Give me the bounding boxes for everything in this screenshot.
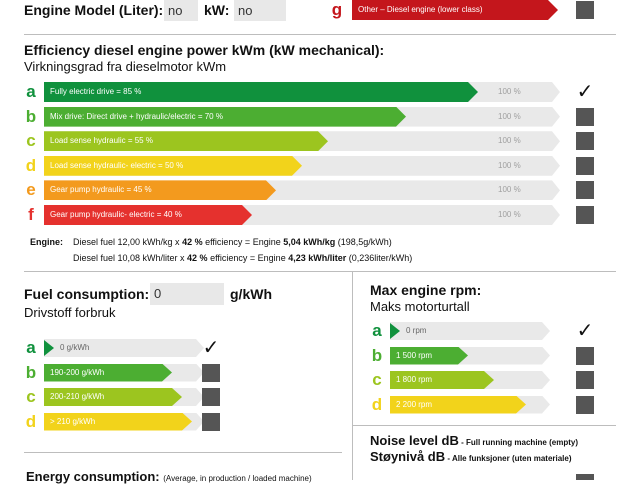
column-divider <box>352 272 353 480</box>
fuel-bar-b: 190-200 g/kWh <box>44 364 172 382</box>
divider <box>24 34 616 35</box>
rpm-track-a <box>390 322 550 340</box>
rpm-label-a: 0 rpm <box>406 326 427 335</box>
rating-letter-g: g <box>331 0 343 19</box>
rating-letter-e: e <box>26 180 36 200</box>
fuel-label-a: 0 g/kWh <box>60 343 90 352</box>
rating-bar-d: Load sense hydraulic- electric = 50 % <box>44 156 302 176</box>
fuel-consumption-field[interactable]: 0 <box>150 283 224 305</box>
kw-field[interactable]: no <box>234 0 286 21</box>
fuel-unit: g/kWh <box>230 286 272 302</box>
checkbox-d[interactable] <box>576 156 594 175</box>
rpm-bar-b: 1 500 rpm <box>390 347 468 365</box>
rpm-bar-d: 2 200 rpm <box>390 396 526 414</box>
engine-label: Engine: <box>30 237 63 247</box>
checkmark-icon[interactable]: ✓ <box>576 320 594 342</box>
energy-title: Energy consumption: (Average, in product… <box>26 469 312 484</box>
engine-model-field[interactable]: no <box>164 0 198 21</box>
engine-calc-kg: Diesel fuel 12,00 kWh/kg x 42 % efficien… <box>73 237 392 247</box>
noise-checkbox-a[interactable] <box>576 474 594 480</box>
rating-bar-a: Fully electric drive = 85 % <box>44 82 478 102</box>
rating-letter-d: d <box>25 155 37 175</box>
checkmark-icon[interactable]: ✓ <box>202 337 220 359</box>
rating-max-pct: 100 % <box>498 111 521 121</box>
rpm-checkbox-c[interactable] <box>576 371 594 389</box>
divider <box>24 271 616 272</box>
noise-subtitle: Støynivå dB - Alle funksjoner (uten mate… <box>370 449 572 464</box>
fuel-title: Fuel consumption: <box>24 286 150 302</box>
fuel-letter-c: c <box>26 387 36 406</box>
checkbox-g[interactable] <box>576 1 594 19</box>
rpm-letter-d: d <box>371 394 383 414</box>
rpm-letter-b: b <box>371 345 383 365</box>
checkbox-b[interactable] <box>576 107 594 126</box>
rating-bar-f: Gear pump hydraulic- electric = 40 % <box>44 205 252 225</box>
fuel-subtitle: Drivstoff forbruk <box>24 305 116 320</box>
fuel-letter-b: b <box>25 362 37 382</box>
checkbox-c[interactable] <box>576 132 594 151</box>
divider <box>352 425 616 426</box>
checkbox-f[interactable] <box>576 206 594 224</box>
rpm-letter-a: a <box>372 321 382 340</box>
fuel-checkbox-c[interactable] <box>202 388 220 406</box>
rating-bar-b: Mix drive: Direct drive + hydraulic/elec… <box>44 107 406 127</box>
rpm-title: Max engine rpm: <box>370 282 482 298</box>
rpm-checkbox-b[interactable] <box>576 346 594 365</box>
rating-max-pct: 100 % <box>498 160 521 170</box>
indicator-arrow-icon <box>44 340 54 356</box>
checkmark-icon[interactable]: ✓ <box>576 81 594 103</box>
fuel-track-a <box>44 339 204 357</box>
indicator-arrow-icon <box>390 323 400 339</box>
rating-bar-e: Gear pump hydraulic = 45 % <box>44 180 276 200</box>
rating-letter-a: a <box>26 82 36 101</box>
kw-label: kW: <box>204 2 230 18</box>
checkbox-e[interactable] <box>576 181 594 200</box>
fuel-bar-c: 200-210 g/kWh <box>44 388 182 406</box>
rpm-letter-c: c <box>372 370 382 389</box>
rating-letter-c: c <box>26 131 36 151</box>
divider <box>24 452 342 453</box>
rating-bar-g: Other – Diesel engine (lower class) <box>352 0 558 20</box>
engine-model-label: Engine Model (Liter): <box>24 2 164 18</box>
fuel-letter-d: d <box>25 411 37 431</box>
fuel-checkbox-d[interactable] <box>202 412 220 431</box>
rating-max-pct: 100 % <box>498 136 521 146</box>
noise-title: Noise level dB - Full running machine (e… <box>370 433 578 448</box>
rpm-subtitle: Maks motorturtall <box>370 299 470 314</box>
rating-bar-c: Load sense hydraulic = 55 % <box>44 131 328 151</box>
rpm-checkbox-d[interactable] <box>576 395 594 414</box>
fuel-checkbox-b[interactable] <box>202 363 220 382</box>
efficiency-title: Efficiency diesel engine power kWm (kW m… <box>24 42 385 58</box>
fuel-bar-d: > 210 g/kWh <box>44 413 192 431</box>
rating-max-pct: 100 % <box>498 87 521 96</box>
rating-letter-b: b <box>25 106 37 126</box>
efficiency-subtitle: Virkningsgrad fra dieselmotor kWm <box>24 59 227 74</box>
engine-calc-liter: Diesel fuel 10,08 kWh/liter x 42 % effic… <box>73 253 413 263</box>
rating-letter-f: f <box>28 205 34 224</box>
rating-max-pct: 100 % <box>498 185 521 195</box>
rpm-bar-c: 1 800 rpm <box>390 371 494 389</box>
fuel-letter-a: a <box>26 338 36 357</box>
rating-max-pct: 100 % <box>498 210 521 219</box>
